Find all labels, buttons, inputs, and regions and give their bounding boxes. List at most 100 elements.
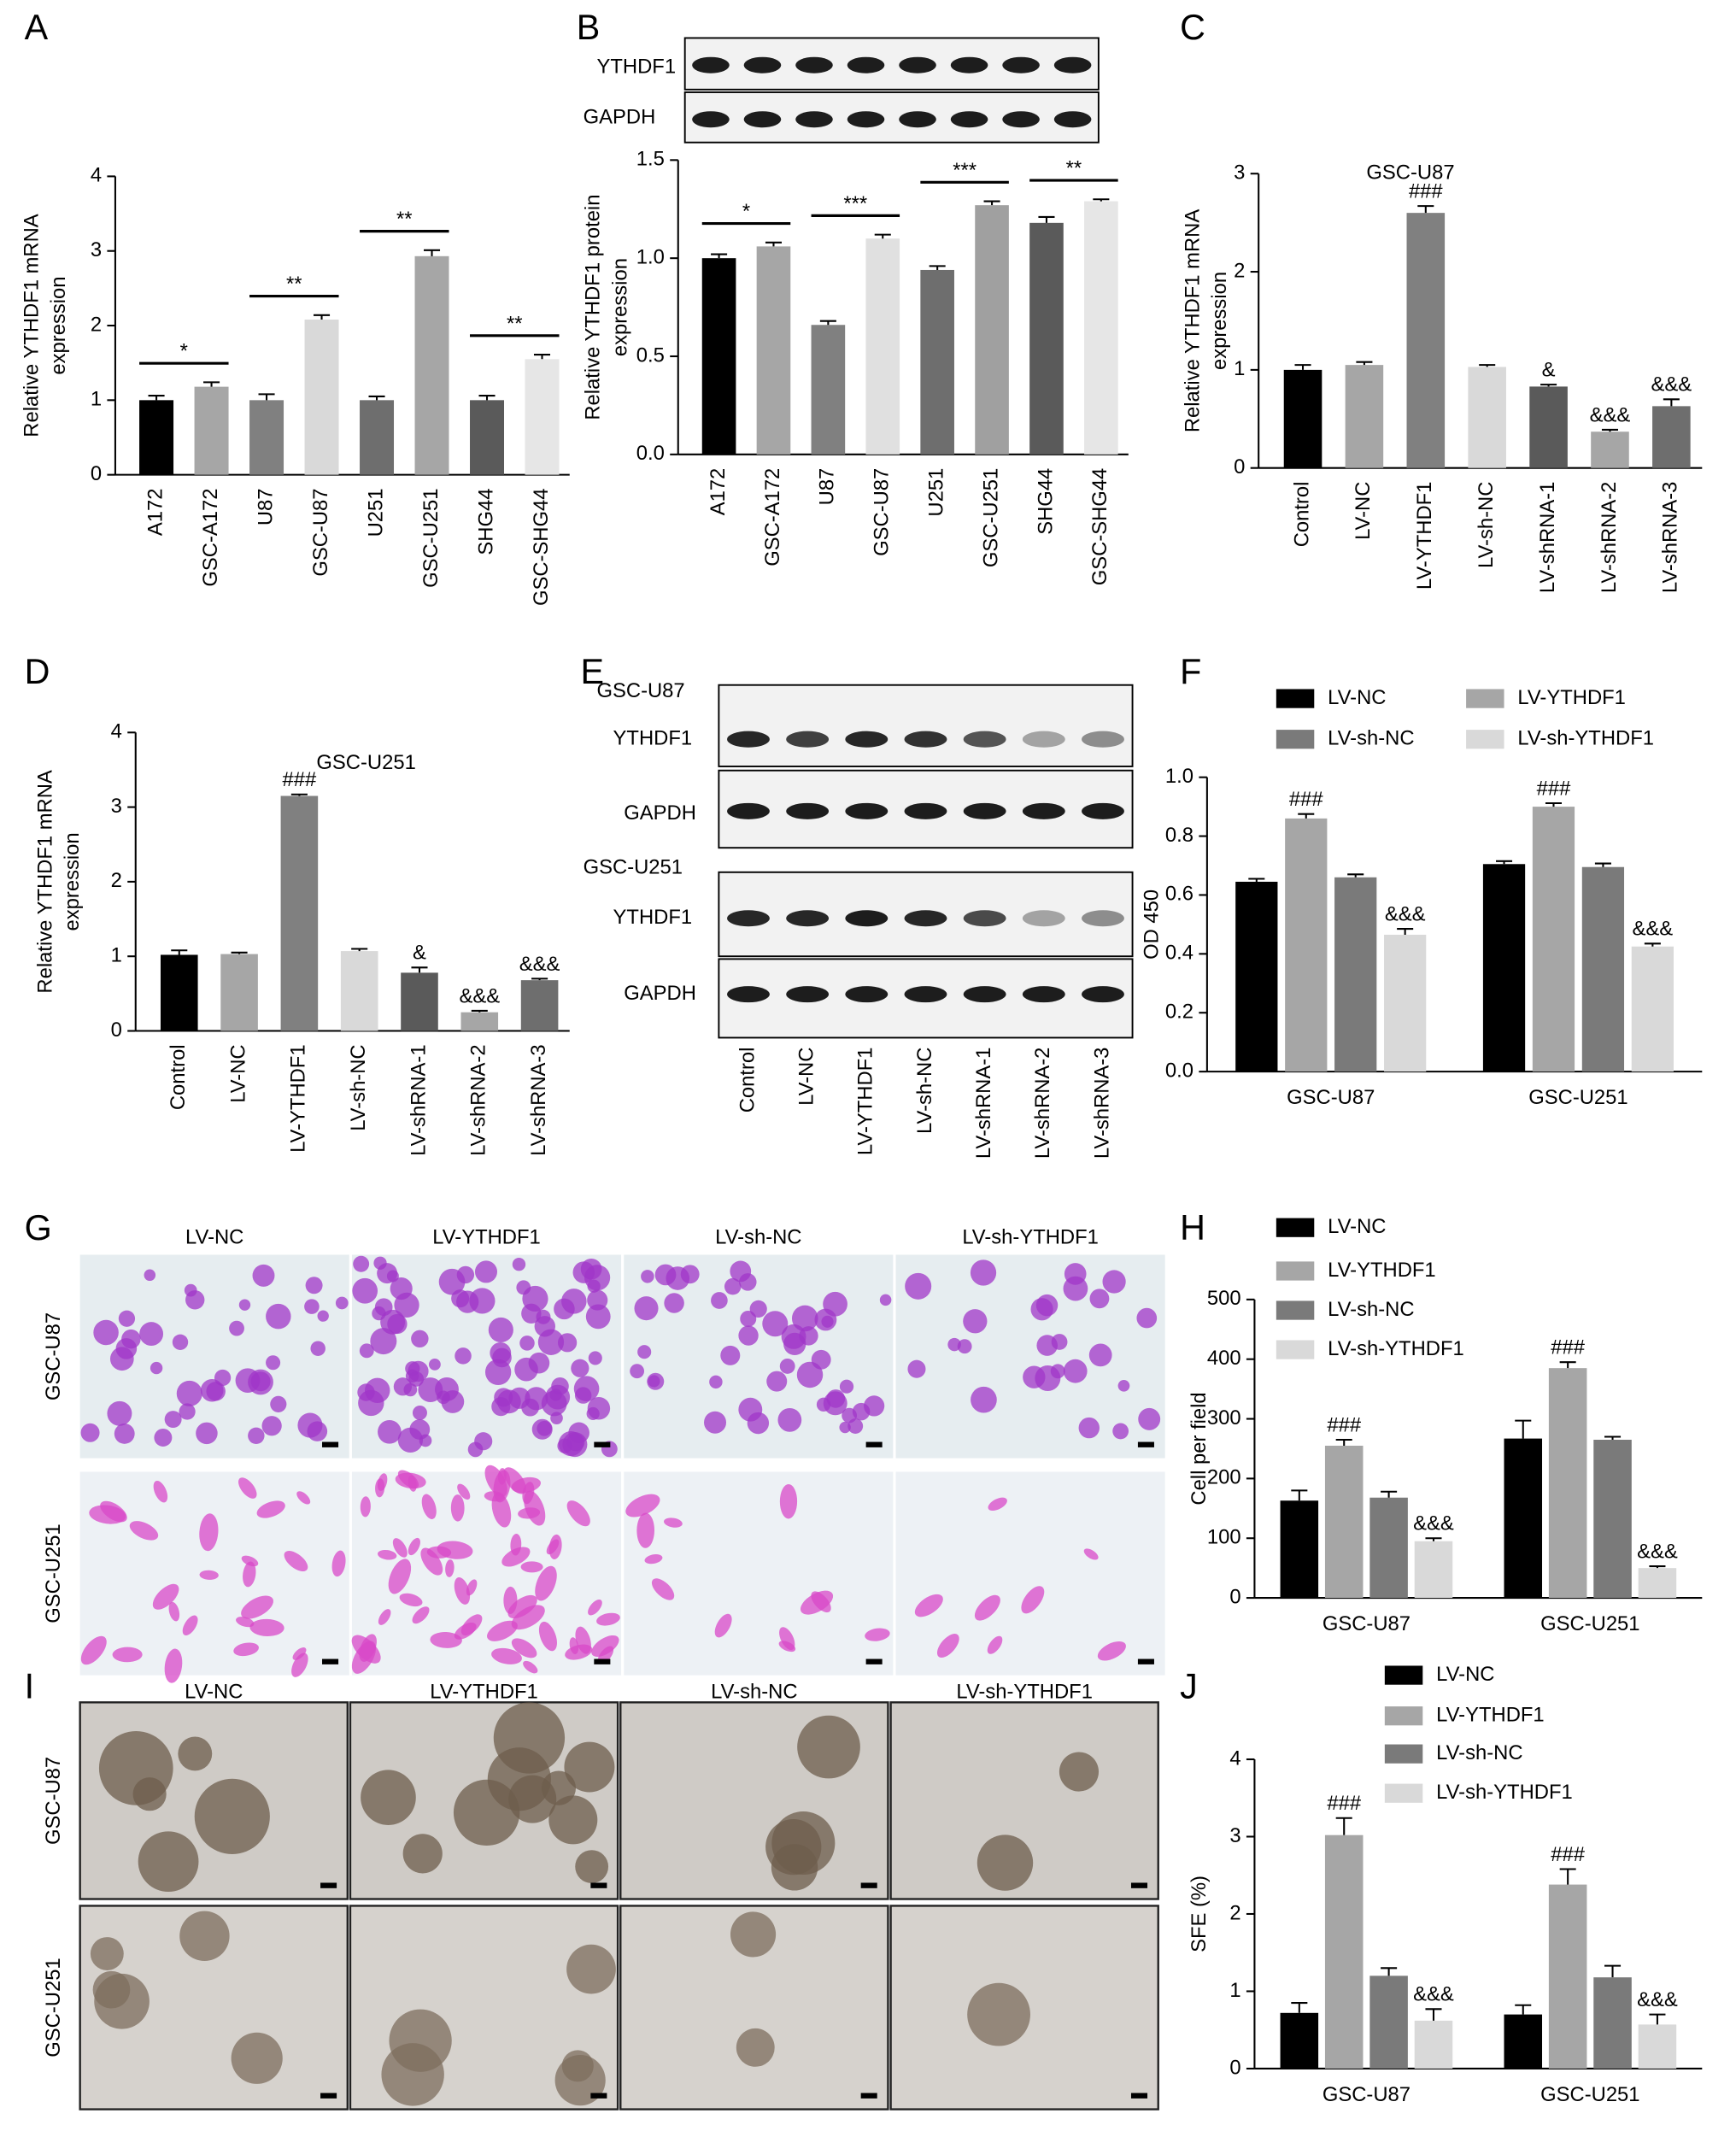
error-bar <box>1291 2002 1308 2013</box>
cell <box>739 1273 757 1291</box>
y-axis-label: Relative YTHDF1 protein <box>582 195 605 420</box>
y-tick-label: 400 <box>1207 1347 1241 1370</box>
bar <box>1369 1975 1408 2069</box>
blot-band <box>795 111 833 128</box>
bar <box>249 400 284 475</box>
cell <box>566 1944 616 1994</box>
cell <box>503 1586 518 1615</box>
blot-band <box>1022 986 1065 1003</box>
bar <box>1280 1500 1319 1599</box>
significance-label: ** <box>1066 157 1082 180</box>
blot-band <box>1002 111 1040 128</box>
legend-label: LV-sh-YTHDF1 <box>1436 1781 1573 1804</box>
y-tick-label: 0 <box>1229 1585 1240 1608</box>
x-tick-label: GSC-U251 <box>1528 1086 1628 1109</box>
cell <box>437 1541 473 1559</box>
lane-label: Control <box>736 1048 759 1113</box>
cell <box>497 1468 507 1485</box>
error-bar <box>231 951 248 954</box>
blot-band <box>904 986 947 1003</box>
cell <box>438 1268 466 1295</box>
cell <box>1035 1365 1061 1391</box>
error-bar <box>1425 2008 1442 2021</box>
blot-label: GAPDH <box>624 982 696 1005</box>
cell <box>236 1617 255 1628</box>
panel-letter: H <box>1180 1208 1205 1247</box>
bar <box>1029 222 1064 455</box>
cell <box>455 1347 472 1365</box>
cell <box>664 1518 683 1528</box>
scale-bar <box>865 1658 883 1664</box>
error-bar <box>1540 384 1557 387</box>
cell <box>987 1635 1003 1654</box>
panel-letter: I <box>25 1666 34 1705</box>
blot-band <box>904 910 947 927</box>
cell <box>548 1795 598 1845</box>
legend-label: LV-YTHDF1 <box>1517 686 1626 709</box>
column-label: LV-YTHDF1 <box>430 1681 538 1704</box>
error-bar <box>1496 860 1513 865</box>
cell <box>243 1561 256 1588</box>
cell <box>554 2055 606 2106</box>
cell <box>238 1299 251 1311</box>
bar <box>520 980 559 1031</box>
cell <box>664 1293 684 1313</box>
cell <box>429 1358 441 1371</box>
cell <box>811 1349 831 1370</box>
cell <box>270 1395 287 1412</box>
bar <box>1548 1884 1587 2069</box>
cell <box>421 1494 437 1519</box>
cell <box>781 1324 806 1349</box>
cell <box>709 1375 723 1389</box>
cell <box>791 1305 818 1332</box>
cell <box>496 1389 521 1414</box>
y-tick-label: 300 <box>1207 1406 1241 1429</box>
cell <box>749 1300 767 1318</box>
legend-label: LV-NC <box>1328 1215 1386 1238</box>
cell <box>179 1403 196 1420</box>
cell <box>100 1500 127 1523</box>
cell <box>144 1269 156 1282</box>
annotation: & <box>1542 359 1556 382</box>
cell <box>238 1477 257 1499</box>
bar <box>1406 213 1446 468</box>
cell <box>241 1555 259 1567</box>
cell <box>811 1591 831 1613</box>
cell <box>411 1330 429 1348</box>
cell <box>538 1621 557 1652</box>
cell <box>528 1352 550 1374</box>
significance-label: * <box>742 200 750 223</box>
cell <box>738 1397 763 1422</box>
cell <box>474 1260 498 1283</box>
legend-swatch <box>1466 689 1504 708</box>
cell <box>520 1561 543 1573</box>
cell <box>625 1494 660 1518</box>
error-bar <box>1604 1435 1622 1440</box>
bar <box>1638 1568 1677 1599</box>
blot-band <box>795 56 833 73</box>
bar <box>401 972 438 1031</box>
x-tick-label: GSC-SHG44 <box>1088 468 1111 586</box>
cell <box>412 1406 427 1421</box>
error-bar <box>203 381 220 387</box>
cell <box>634 1296 659 1321</box>
error-bar <box>471 1009 488 1013</box>
cell <box>879 1294 892 1306</box>
cell <box>90 1937 124 1970</box>
bar <box>1414 1541 1453 1599</box>
y-tick-label: 1 <box>91 388 102 411</box>
error-bar <box>765 241 782 247</box>
cell <box>564 1741 615 1793</box>
cell <box>291 1653 308 1677</box>
blot-band <box>963 910 1006 927</box>
error-bar <box>533 354 551 360</box>
cell <box>360 1496 371 1518</box>
scale-bar <box>590 2093 607 2099</box>
cell <box>522 1285 548 1312</box>
cell <box>229 1320 244 1336</box>
cell <box>637 1345 652 1359</box>
cell <box>118 1310 136 1327</box>
cell <box>508 1775 557 1823</box>
cell <box>561 1289 587 1314</box>
cell <box>507 1594 537 1619</box>
